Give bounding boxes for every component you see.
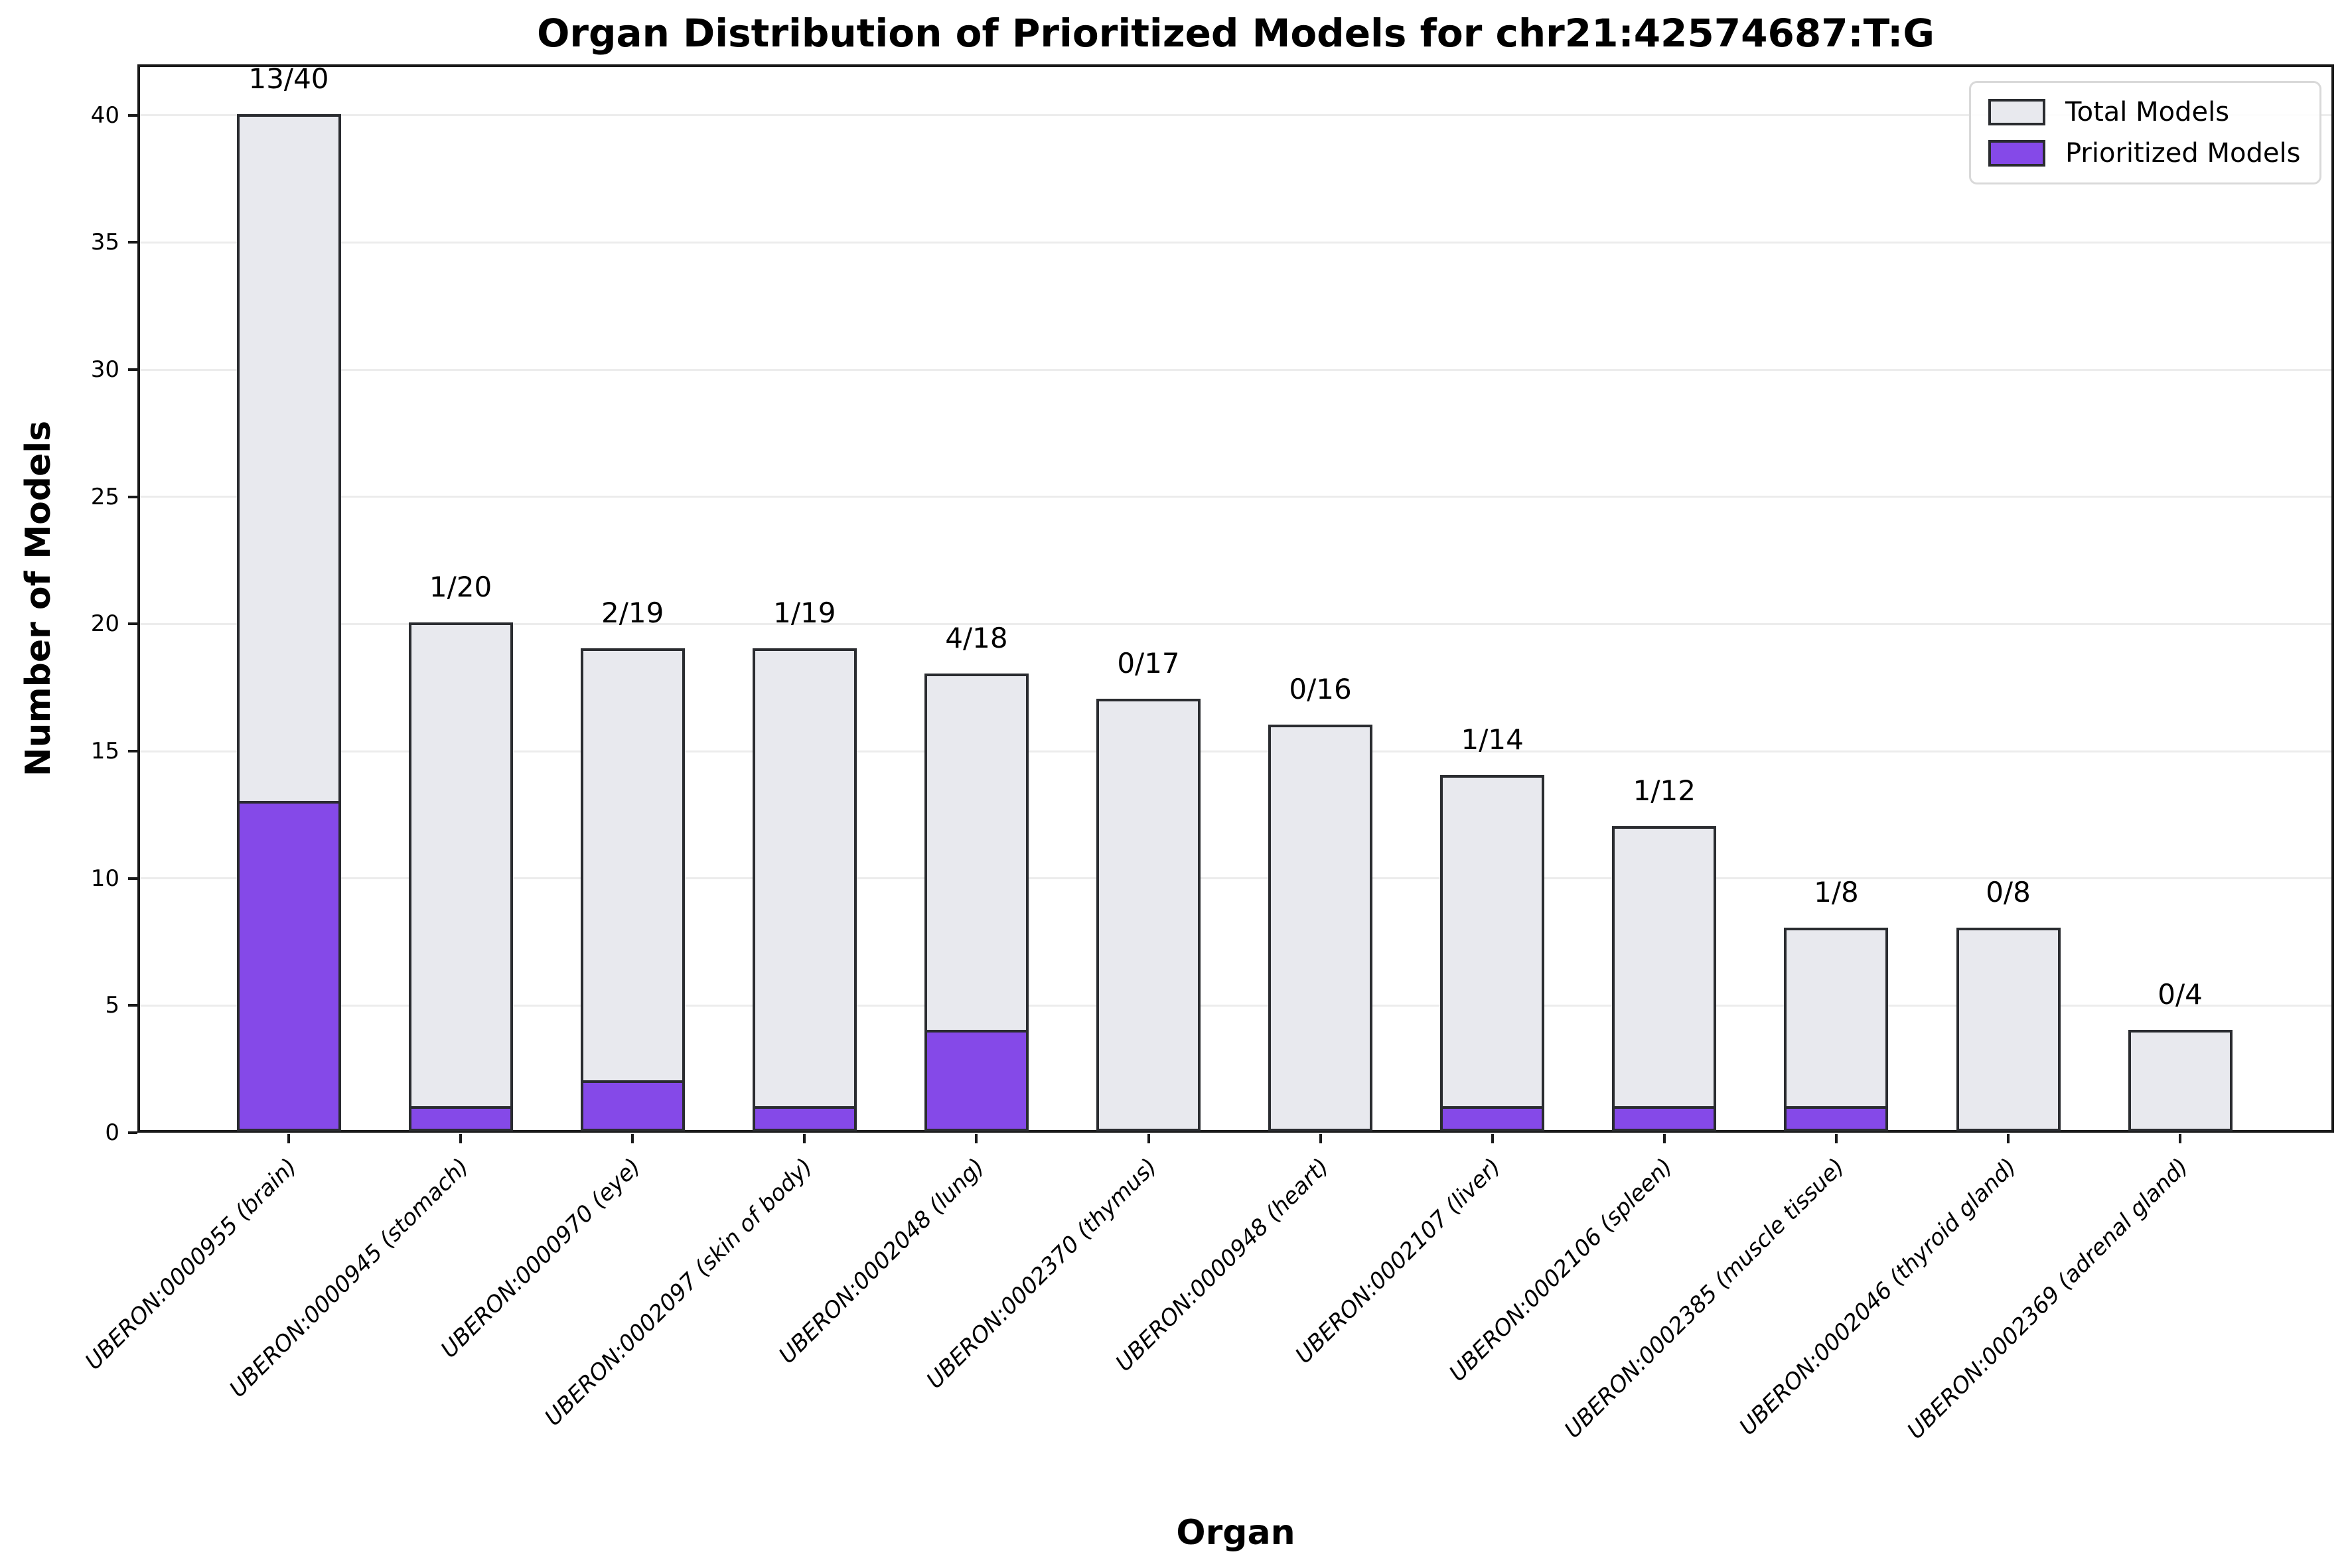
y-tick-label: 15 — [90, 738, 119, 764]
gridline — [140, 241, 2331, 244]
total-bar — [1440, 775, 1544, 1131]
y-tick-label: 10 — [90, 865, 119, 892]
gridline — [140, 1004, 2331, 1007]
prioritized-bar — [1440, 1105, 1544, 1131]
bar-annotation: 4/18 — [945, 622, 1008, 654]
y-tick-label: 35 — [90, 229, 119, 256]
prioritized-bar — [924, 1029, 1029, 1131]
y-tick-mark — [128, 1131, 137, 1134]
prioritized-bar — [1784, 1105, 1888, 1131]
x-tick-mark — [975, 1134, 978, 1143]
prioritized-bar — [1612, 1105, 1716, 1131]
y-tick-mark — [128, 368, 137, 371]
gridline — [140, 750, 2331, 752]
prioritized-bar — [237, 800, 341, 1131]
prioritized-models-swatch — [1988, 140, 2045, 167]
legend-item-prioritized-models: Prioritized Models — [1988, 139, 2302, 168]
x-tick-label: UBERON:0002106 (spleen) — [1444, 1153, 1678, 1388]
bar-annotation: 1/12 — [1633, 774, 1696, 807]
bar-annotation: 1/20 — [429, 571, 492, 604]
bar-annotation: 0/16 — [1289, 672, 1352, 705]
total-models-swatch — [1988, 99, 2045, 125]
x-tick-mark — [459, 1134, 463, 1143]
y-tick-mark — [128, 495, 137, 498]
bar-annotation: 1/14 — [1461, 723, 1524, 756]
y-tick-label: 5 — [105, 992, 119, 1019]
x-tick-label: UBERON:0002046 (thyroid gland) — [1734, 1153, 2022, 1441]
chart-title: Organ Distribution of Prioritized Models… — [537, 11, 1935, 56]
x-tick-mark — [287, 1134, 290, 1143]
x-tick-label: UBERON:0002097 (skin of body) — [540, 1153, 818, 1432]
total-bar — [2128, 1029, 2233, 1131]
total-bar — [1096, 699, 1201, 1131]
y-tick-label: 40 — [90, 102, 119, 129]
prioritized-bar — [753, 1105, 857, 1131]
y-tick-mark — [128, 750, 137, 752]
x-tick-label: UBERON:0002385 (muscle tissue) — [1559, 1153, 1850, 1444]
x-tick-mark — [803, 1134, 806, 1143]
bar-annotation: 2/19 — [601, 596, 664, 629]
legend-label-prioritized-models: Prioritized Models — [2065, 138, 2301, 169]
total-bar — [1784, 928, 1888, 1131]
total-bar — [1612, 826, 1716, 1131]
x-tick-label: UBERON:0000948 (heart) — [1110, 1153, 1334, 1377]
total-bar — [1956, 928, 2061, 1131]
bar-annotation: 0/4 — [2158, 977, 2203, 1011]
prioritized-bar — [581, 1080, 685, 1131]
x-tick-label: UBERON:0000945 (stomach) — [224, 1153, 475, 1403]
x-tick-label: UBERON:0002107 (liver) — [1289, 1153, 1506, 1370]
gridline — [140, 496, 2331, 498]
bar-annotation: 13/40 — [248, 62, 329, 95]
y-tick-mark — [128, 113, 137, 117]
y-tick-label: 0 — [105, 1119, 119, 1146]
x-tick-mark — [1834, 1134, 1838, 1143]
gridline — [140, 368, 2331, 371]
x-tick-label: UBERON:0002370 (thymus) — [920, 1153, 1162, 1394]
x-tick-label: UBERON:0000970 (eye) — [435, 1153, 646, 1364]
x-tick-mark — [1147, 1134, 1150, 1143]
y-tick-mark — [128, 622, 137, 626]
bar-annotation: 0/8 — [1986, 876, 2031, 909]
x-tick-mark — [2179, 1134, 2182, 1143]
total-bar — [409, 622, 513, 1131]
total-bar — [581, 648, 685, 1131]
bar-annotation: 1/19 — [773, 596, 836, 629]
legend-item-total-models: Total Models — [1988, 98, 2302, 127]
x-tick-label: UBERON:0002048 (lung) — [774, 1153, 990, 1370]
legend: Total Models Prioritized Models — [1969, 81, 2321, 184]
bar-annotation: 1/8 — [1814, 876, 1859, 909]
x-tick-mark — [1319, 1134, 1322, 1143]
y-tick-label: 30 — [90, 356, 119, 383]
bar-annotation: 0/17 — [1117, 647, 1180, 680]
y-tick-mark — [128, 241, 137, 244]
gridline — [140, 114, 2331, 117]
x-tick-mark — [1662, 1134, 1666, 1143]
y-tick-label: 25 — [90, 483, 119, 510]
y-tick-mark — [128, 1004, 137, 1007]
total-bar — [1268, 724, 1372, 1131]
x-tick-mark — [1491, 1134, 1494, 1143]
legend-label-total-models: Total Models — [2065, 97, 2230, 127]
x-axis-label: Organ — [1176, 1513, 1295, 1553]
y-tick-label: 20 — [90, 610, 119, 638]
x-tick-mark — [631, 1134, 634, 1143]
total-bar — [753, 648, 857, 1131]
gridline — [140, 622, 2331, 625]
prioritized-bar — [409, 1105, 513, 1131]
y-tick-mark — [128, 877, 137, 880]
gridline — [140, 877, 2331, 880]
x-tick-label: UBERON:0002369 (adrenal gland) — [1902, 1153, 2194, 1445]
x-tick-mark — [2007, 1134, 2010, 1143]
